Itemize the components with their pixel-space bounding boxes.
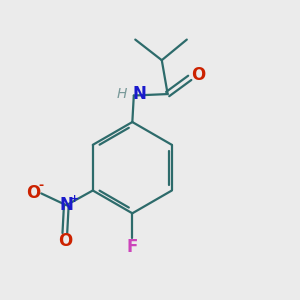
- Text: -: -: [39, 179, 44, 192]
- Text: O: O: [191, 66, 205, 84]
- Text: N: N: [132, 85, 146, 103]
- Text: O: O: [26, 184, 40, 202]
- Text: H: H: [116, 87, 127, 101]
- Text: F: F: [127, 238, 138, 256]
- Text: +: +: [70, 194, 79, 204]
- Text: N: N: [60, 196, 74, 214]
- Text: O: O: [58, 232, 72, 250]
